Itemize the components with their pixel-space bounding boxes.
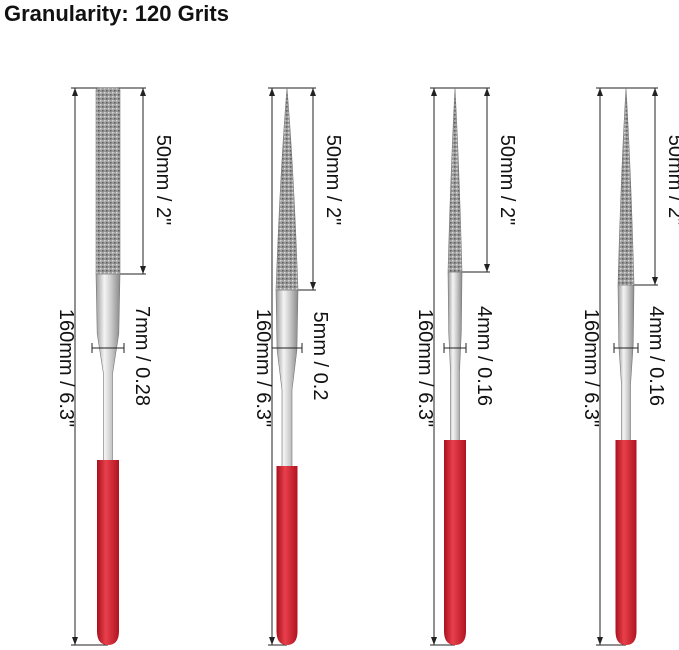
shank [447, 271, 463, 446]
grit-length-label: 50mm / 2" [322, 135, 344, 225]
total-length-label: 160mm / 6.3" [55, 309, 77, 427]
width-label: 4mm / 0.16 [473, 306, 495, 406]
total-length-label: 160mm / 6.3" [414, 309, 436, 427]
total-length-label: 160mm / 6.3" [252, 309, 274, 427]
handle [444, 440, 466, 645]
width-label: 7mm / 0.28 [131, 306, 153, 406]
total-length-label: 160mm / 6.3" [580, 309, 602, 427]
grit-length-label: 50mm / 2" [664, 135, 679, 225]
width-label: 4mm / 0.16 [645, 306, 667, 406]
grit-length-label: 50mm / 2" [152, 135, 174, 225]
handle [615, 440, 637, 645]
title: Granularity: 120 Grits [4, 1, 229, 26]
width-label: 5mm / 0.2 [309, 312, 331, 401]
shank [617, 284, 635, 446]
grit-length-label: 50mm / 2" [496, 135, 518, 225]
shank [275, 289, 299, 472]
shank [95, 273, 121, 466]
handle [97, 460, 119, 645]
grit-section [617, 87, 635, 286]
grit-section [95, 87, 121, 275]
grit-section [275, 87, 299, 291]
grit-section [447, 87, 463, 273]
handle [276, 466, 298, 645]
